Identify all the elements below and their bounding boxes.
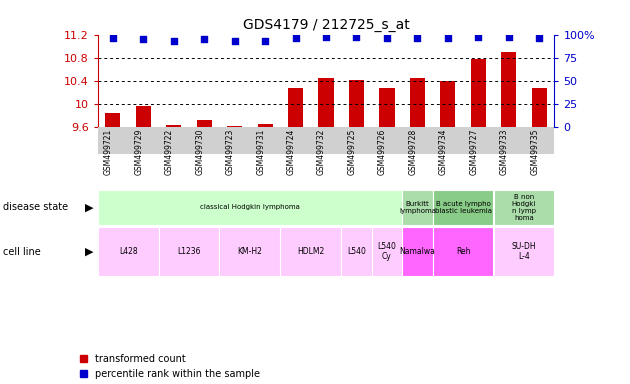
- Bar: [280, 227, 341, 276]
- Text: GSM499734: GSM499734: [439, 129, 448, 175]
- Text: GSM499729: GSM499729: [134, 129, 143, 175]
- Bar: [433, 227, 493, 276]
- Point: [138, 36, 149, 42]
- Text: GSM499724: GSM499724: [287, 129, 295, 175]
- Text: HDLM2: HDLM2: [297, 247, 324, 256]
- Text: GSM499722: GSM499722: [165, 129, 174, 175]
- Text: ▶: ▶: [85, 202, 93, 212]
- Text: L1236: L1236: [177, 247, 201, 256]
- Bar: [227, 126, 243, 127]
- Bar: [349, 80, 364, 127]
- Text: GSM499723: GSM499723: [226, 129, 234, 175]
- Bar: [258, 124, 273, 127]
- Bar: [341, 227, 372, 276]
- Text: B non
Hodgki
n lymp
homa: B non Hodgki n lymp homa: [512, 194, 536, 221]
- Title: GDS4179 / 212725_s_at: GDS4179 / 212725_s_at: [243, 18, 410, 32]
- Text: GSM499733: GSM499733: [500, 129, 509, 175]
- Bar: [288, 88, 303, 127]
- Text: GSM499726: GSM499726: [378, 129, 387, 175]
- Legend: transformed count, percentile rank within the sample: transformed count, percentile rank withi…: [81, 354, 260, 379]
- Point: [108, 35, 118, 41]
- Point: [534, 35, 544, 41]
- Point: [169, 38, 179, 44]
- Text: GSM499732: GSM499732: [317, 129, 326, 175]
- Text: ▶: ▶: [85, 247, 93, 257]
- Point: [229, 38, 239, 44]
- Bar: [493, 227, 554, 276]
- Text: GSM499730: GSM499730: [195, 129, 204, 175]
- Text: disease state: disease state: [3, 202, 68, 212]
- Bar: [402, 190, 433, 225]
- Bar: [440, 81, 455, 127]
- Bar: [471, 60, 486, 127]
- Text: Burkitt
lymphoma: Burkitt lymphoma: [399, 201, 436, 214]
- Bar: [98, 190, 402, 225]
- Point: [412, 35, 422, 41]
- Bar: [219, 227, 280, 276]
- Point: [290, 35, 301, 41]
- Text: cell line: cell line: [3, 247, 41, 257]
- Bar: [318, 78, 334, 127]
- Point: [260, 38, 270, 44]
- Bar: [166, 126, 181, 127]
- Point: [473, 34, 483, 40]
- Bar: [98, 227, 159, 276]
- Text: GSM499735: GSM499735: [530, 129, 539, 175]
- Text: L540: L540: [347, 247, 366, 256]
- Text: L540
Cy: L540 Cy: [377, 242, 396, 261]
- Bar: [532, 88, 547, 127]
- Bar: [135, 106, 151, 127]
- Bar: [402, 227, 433, 276]
- Point: [352, 34, 362, 40]
- Text: Namalwa: Namalwa: [399, 247, 435, 256]
- Text: GSM499731: GSM499731: [256, 129, 265, 175]
- Text: SU-DH
L-4: SU-DH L-4: [512, 242, 536, 261]
- Text: Reh: Reh: [455, 247, 471, 256]
- Text: GSM499721: GSM499721: [104, 129, 113, 175]
- Bar: [372, 227, 402, 276]
- Text: L428: L428: [119, 247, 137, 256]
- Text: GSM499725: GSM499725: [348, 129, 357, 175]
- Bar: [410, 78, 425, 127]
- Bar: [159, 227, 219, 276]
- Point: [321, 34, 331, 40]
- Bar: [379, 88, 394, 127]
- Text: KM-H2: KM-H2: [238, 247, 262, 256]
- Text: GSM499727: GSM499727: [469, 129, 478, 175]
- Bar: [493, 190, 554, 225]
- Bar: [501, 52, 517, 127]
- Point: [504, 34, 514, 40]
- Text: classical Hodgkin lymphoma: classical Hodgkin lymphoma: [200, 204, 300, 210]
- Text: B acute lympho
blastic leukemia: B acute lympho blastic leukemia: [435, 201, 491, 214]
- Bar: [105, 113, 120, 127]
- Point: [382, 35, 392, 41]
- Bar: [197, 120, 212, 127]
- Text: GSM499728: GSM499728: [408, 129, 417, 175]
- Point: [443, 35, 453, 41]
- Bar: [433, 190, 493, 225]
- Point: [199, 36, 209, 42]
